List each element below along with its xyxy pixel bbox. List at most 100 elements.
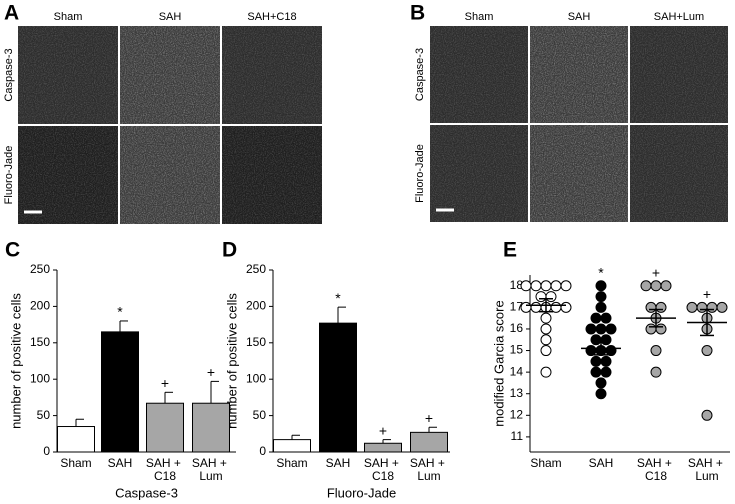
- data-point: [540, 280, 552, 292]
- micrograph-texture: [222, 126, 322, 224]
- data-point: [650, 345, 662, 357]
- y-tick-label: 14: [510, 364, 524, 378]
- y-tick-label: 100: [30, 371, 50, 385]
- x-tick-label: SAH + C18: [146, 456, 184, 483]
- micrograph-texture: [530, 125, 628, 222]
- data-point: [595, 377, 607, 389]
- data-point: [540, 312, 552, 324]
- x-tick-label-line: Lum: [695, 469, 718, 483]
- significance-mark: *: [335, 290, 341, 306]
- data-point: [686, 301, 698, 313]
- y-tick-label: 0: [259, 444, 266, 458]
- panel-letter: E: [503, 239, 517, 262]
- y-tick-label: 150: [246, 335, 266, 349]
- y-tick-label: 15: [510, 343, 524, 357]
- y-tick-label: 16: [510, 321, 524, 335]
- row-label: Fluoro-Jade: [3, 146, 15, 205]
- y-tick-label: 12: [510, 407, 524, 421]
- column-header: SAH+Lum: [654, 11, 704, 23]
- panel-letter: C: [5, 239, 20, 262]
- x-tick-label-line: SAH +: [410, 456, 448, 470]
- x-tick-label: SAH: [589, 456, 614, 470]
- data-point: [560, 280, 572, 292]
- data-point: [660, 280, 672, 292]
- x-axis-label: Caspase-3: [115, 485, 178, 500]
- significance-mark: +: [652, 264, 660, 280]
- data-point: [520, 301, 532, 313]
- y-tick-label: 11: [511, 429, 524, 443]
- y-tick-label: 50: [37, 408, 51, 422]
- x-tick-label: SAH + C18: [637, 456, 675, 483]
- y-tick-label: 200: [246, 299, 266, 313]
- micrograph-texture: [430, 125, 528, 222]
- x-tick-label: SAH: [326, 456, 351, 470]
- x-tick-label: Sham: [276, 456, 307, 470]
- data-point: [595, 301, 607, 313]
- bar: [364, 442, 402, 453]
- significance-mark: +: [207, 364, 215, 380]
- column-header: SAH+C18: [247, 11, 296, 23]
- data-point: [585, 345, 597, 357]
- data-point: [600, 334, 612, 346]
- micrograph-texture: [222, 26, 322, 124]
- panel-letter: B: [410, 2, 425, 25]
- data-point: [540, 334, 552, 346]
- y-axis-label: number of positive cells: [8, 293, 23, 429]
- data-point: [655, 323, 667, 335]
- y-tick-label: 250: [246, 262, 266, 276]
- data-point: [550, 280, 562, 292]
- data-point: [645, 323, 657, 335]
- data-point: [640, 280, 652, 292]
- bar: [273, 439, 311, 453]
- significance-mark: +: [425, 410, 433, 426]
- data-point: [595, 291, 607, 303]
- x-tick-label-line: SAH +: [192, 456, 230, 470]
- y-tick-label: 200: [30, 299, 50, 313]
- data-point: [590, 355, 602, 367]
- y-tick-label: 250: [30, 262, 50, 276]
- data-point: [645, 301, 657, 313]
- x-tick-label-line: C18: [372, 469, 394, 483]
- y-tick-label: 17: [510, 300, 524, 314]
- column-header: SAH: [159, 11, 182, 23]
- x-tick-label: SAH + C18: [364, 456, 402, 483]
- significance-mark: *: [117, 304, 123, 320]
- bar: [192, 402, 230, 453]
- data-point: [585, 323, 597, 335]
- x-tick-label-line: Lum: [417, 469, 440, 483]
- data-point: [701, 409, 713, 421]
- data-point: [650, 280, 662, 292]
- data-point: [716, 301, 728, 313]
- data-point: [540, 345, 552, 357]
- data-point: [560, 301, 572, 313]
- data-point: [590, 366, 602, 378]
- y-tick-label: 13: [510, 386, 524, 400]
- data-point: [595, 388, 607, 400]
- significance-mark: +: [379, 422, 387, 438]
- micrograph-texture: [530, 26, 628, 123]
- data-point: [590, 334, 602, 346]
- data-point: [600, 355, 612, 367]
- data-point: [590, 312, 602, 324]
- data-point: [595, 323, 607, 335]
- panel-letter: D: [222, 239, 237, 262]
- micrograph-texture: [18, 26, 118, 124]
- micrograph-texture: [120, 26, 220, 124]
- column-header: Sham: [465, 11, 494, 23]
- y-axis-label: modified Garcia score: [491, 300, 506, 426]
- data-point: [706, 301, 718, 313]
- significance-mark: +: [703, 286, 711, 302]
- row-label: Fluoro-Jade: [414, 144, 426, 203]
- micrograph-texture: [120, 126, 220, 224]
- data-point: [535, 291, 547, 303]
- y-tick-label: 100: [246, 371, 266, 385]
- panel-letter: A: [4, 2, 19, 25]
- data-point: [545, 291, 557, 303]
- x-tick-label: SAH + Lum: [410, 456, 448, 483]
- x-tick-label: Sham: [60, 456, 91, 470]
- data-point: [550, 301, 562, 313]
- significance-mark: +: [161, 375, 169, 391]
- x-tick-label-line: SAH +: [688, 456, 726, 470]
- y-tick-label: 50: [253, 408, 267, 422]
- y-tick-label: 18: [510, 278, 524, 292]
